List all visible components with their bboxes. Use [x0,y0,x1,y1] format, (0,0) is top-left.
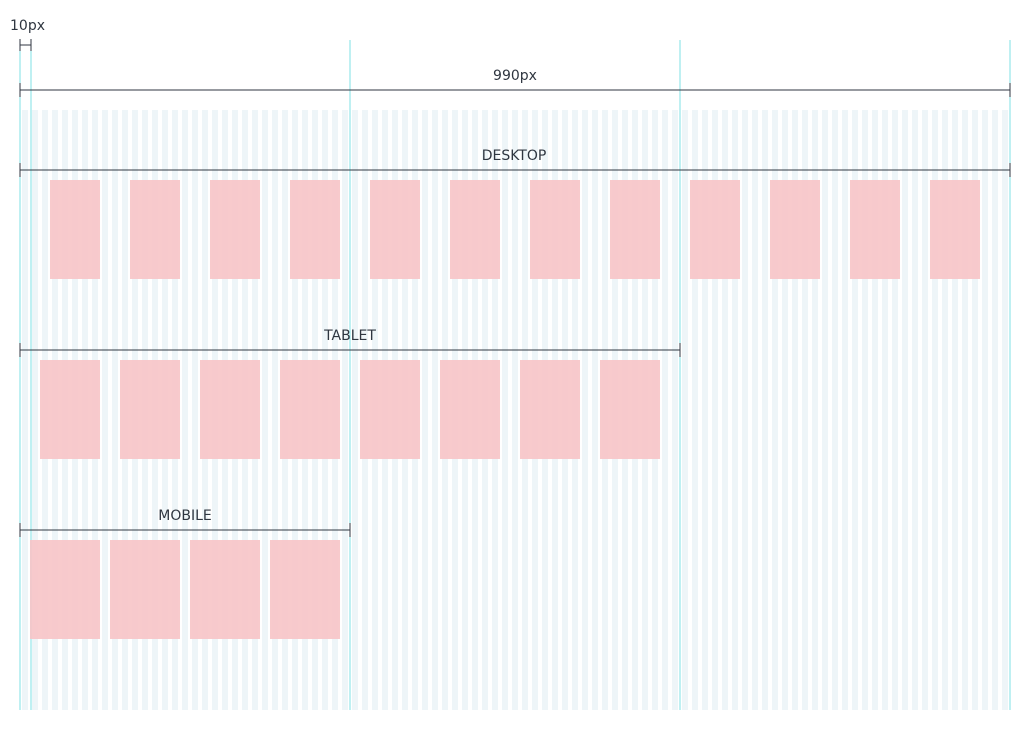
grid-stripe [422,110,428,710]
mobile-label: MOBILE [158,508,211,524]
grid-stripe [772,110,778,710]
desktop-column-block [930,180,980,279]
grid-stripe [792,110,798,710]
grid-stripe [112,110,118,710]
gutter-width-label: 10px [10,18,45,34]
desktop-column-block [290,180,340,279]
tablet-column-block [200,360,260,459]
grid-stripe [762,110,768,710]
grid-stripe [842,110,848,710]
tablet-column-block [360,360,420,459]
desktop-column-block [770,180,820,279]
grid-stripe [682,110,688,710]
grid-stripe [882,110,888,710]
grid-stripe [902,110,908,710]
grid-stripe [942,110,948,710]
grid-stripe [662,110,668,710]
tablet-column-block [40,360,100,459]
tablet-column-block [120,360,180,459]
grid-stripe [32,110,38,710]
tablet-column-block [440,360,500,459]
grid-stripe [692,110,698,710]
grid-stripe [582,110,588,710]
grid-stripe [712,110,718,710]
grid-stripe [932,110,938,710]
mobile-column-block [110,540,180,639]
grid-stripe [592,110,598,710]
grid-stripe [342,110,348,710]
tablet-column-block [600,360,660,459]
grid-stripe [672,110,678,710]
grid-stripe [502,110,508,710]
grid-stripe [852,110,858,710]
grid-stripe [702,110,708,710]
desktop-column-block [450,180,500,279]
grid-stripe [1002,110,1008,710]
grid-stripe [892,110,898,710]
grid-stripe [102,110,108,710]
dimension-lines [19,39,1011,537]
grid-stripe [732,110,738,710]
tablet-column-block [280,360,340,459]
grid-stripe [802,110,808,710]
desktop-column-block [210,180,260,279]
mobile-column-block [30,540,100,639]
grid-stripe [722,110,728,710]
desktop-column-block [50,180,100,279]
grid-stripe [972,110,978,710]
column-blocks [30,180,980,639]
tablet-column-block [520,360,580,459]
desktop-column-block [530,180,580,279]
grid-stripe [952,110,958,710]
grid-stripe [512,110,518,710]
grid-stripe [822,110,828,710]
grid-stripe [192,110,198,710]
grid-stripe [992,110,998,710]
grid-stripe [962,110,968,710]
desktop-column-block [370,180,420,279]
grid-stripe [812,110,818,710]
desktop-column-block [130,180,180,279]
desktop-column-block [690,180,740,279]
grid-stripe [872,110,878,710]
grid-stripe [832,110,838,710]
grid-stripe [262,110,268,710]
desktop-column-block [610,180,660,279]
total-width-label: 990px [493,68,537,84]
grid-stripe [182,110,188,710]
grid-stripe [862,110,868,710]
grid-stripe [922,110,928,710]
grid-stripe [912,110,918,710]
desktop-label: DESKTOP [482,148,547,164]
grid-stripe [22,110,28,710]
grid-stripe [352,110,358,710]
grid-stripe [782,110,788,710]
mobile-column-block [190,540,260,639]
desktop-column-block [850,180,900,279]
grid-stripe [752,110,758,710]
grid-stripe [432,110,438,710]
grid-stripe [272,110,278,710]
tablet-label: TABLET [323,328,376,344]
mobile-column-block [270,540,340,639]
grid-stripe [982,110,988,710]
grid-stripe [742,110,748,710]
